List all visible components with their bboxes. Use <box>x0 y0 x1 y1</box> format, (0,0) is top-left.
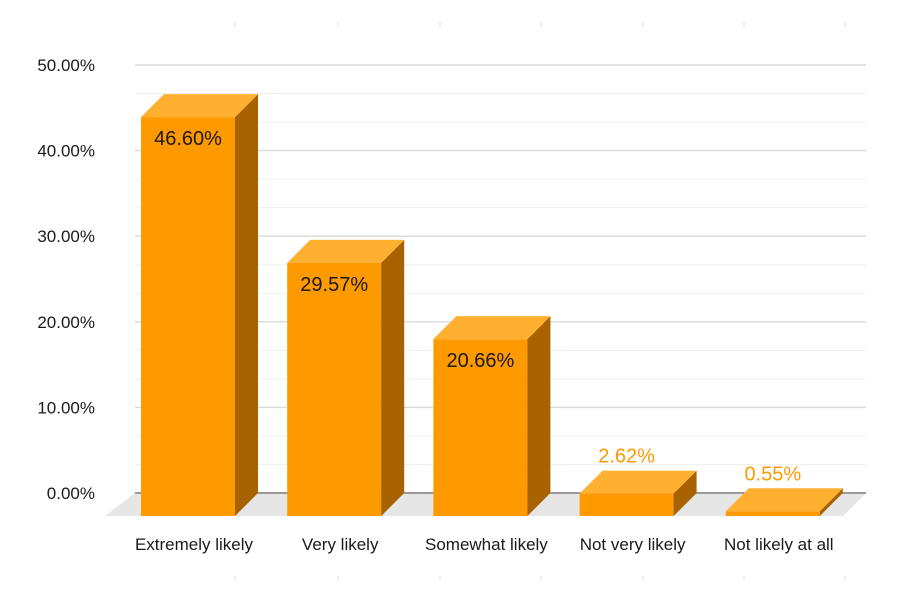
bar-side <box>819 488 843 516</box>
bar-top <box>579 470 697 494</box>
bar-front <box>287 262 382 516</box>
data-label: 29.57% <box>300 274 368 296</box>
bar <box>141 94 258 516</box>
bar <box>725 488 843 516</box>
y-tick-label: 10.00% <box>37 398 95 417</box>
data-label: 46.60% <box>154 128 222 150</box>
bar <box>433 316 551 516</box>
bars <box>141 94 843 516</box>
y-tick-label: 40.00% <box>37 142 95 161</box>
bar-side <box>381 239 405 516</box>
x-tick-label: Somewhat likely <box>425 535 548 554</box>
data-label: 20.66% <box>446 350 514 372</box>
bar-front <box>433 339 528 516</box>
x-tick-label: Extremely likely <box>135 535 254 554</box>
bar-top <box>287 239 405 263</box>
bar-top <box>725 488 843 512</box>
y-axis-labels: 0.00% 10.00% 20.00% 30.00% 40.00% 50.00% <box>37 56 95 503</box>
data-labels: 46.60% 29.57% 20.66% 2.62% 0.55% <box>154 128 801 485</box>
bar-front <box>725 511 820 516</box>
y-tick-label: 50.00% <box>37 56 95 75</box>
y-tick-label: 30.00% <box>37 227 95 246</box>
x-tick-label: Very likely <box>302 535 379 554</box>
bar-top <box>141 94 258 118</box>
x-axis-labels: Extremely likely Very likely Somewhat like… <box>135 535 834 554</box>
bar-front <box>579 493 674 516</box>
data-label: 2.62% <box>598 446 655 468</box>
bar-front <box>141 117 235 516</box>
bar-side <box>673 470 697 516</box>
bar <box>287 239 405 516</box>
data-label: 0.55% <box>744 463 801 485</box>
y-tick-label: 0.00% <box>47 484 95 503</box>
bar-top <box>433 316 551 340</box>
bar <box>579 470 697 516</box>
x-tick-label: Not likely at all <box>724 535 834 554</box>
x-tick-label: Not very likely <box>580 535 686 554</box>
y-tick-label: 20.00% <box>37 313 95 332</box>
bar-side <box>527 316 551 516</box>
bar-side <box>235 94 258 516</box>
